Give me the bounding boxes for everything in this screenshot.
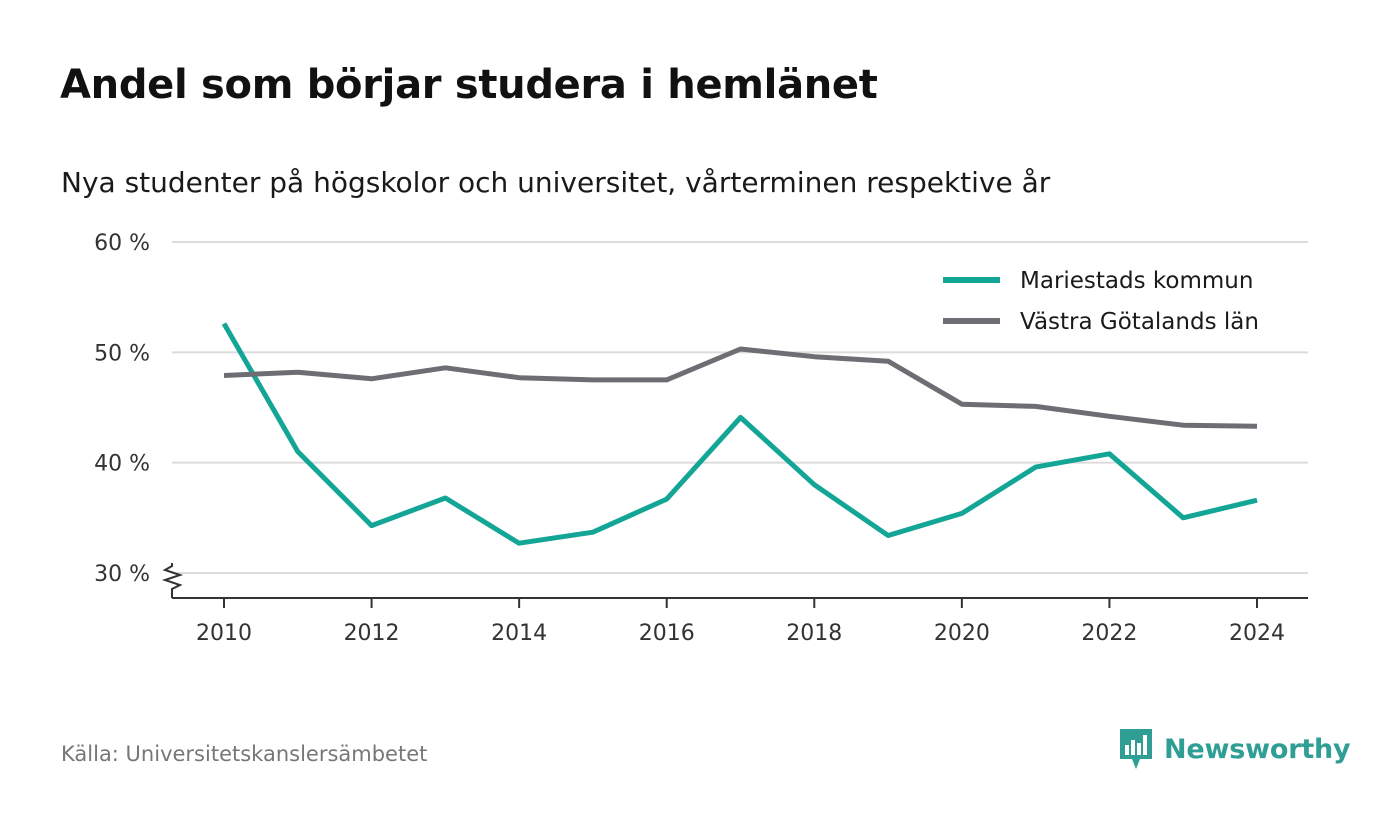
y-tick-label: 30 %	[94, 562, 150, 587]
x-tick-label: 2018	[786, 621, 842, 646]
series-line-1	[221, 322, 1258, 546]
series-lines	[221, 322, 1258, 546]
y-tick-label: 60 %	[94, 231, 150, 256]
chart-subtitle: Nya studenter på högskolor och universit…	[61, 166, 1051, 199]
source-note: Källa: Universitetskanslersämbetet	[61, 742, 428, 766]
chart-title: Andel som börjar studera i hemlänet	[60, 62, 878, 108]
y-tick-label: 40 %	[94, 452, 150, 477]
x-tick-label: 2016	[639, 621, 695, 646]
x-tick-label: 2010	[196, 621, 252, 646]
line-chart: 30 % 40 % 50 % 60 % 2010 2012 2014 2016 2018 202…	[94, 231, 1308, 646]
legend: Mariestads kommun Västra Götalands län	[943, 268, 1259, 335]
y-axis-ticks: 30 % 40 % 50 % 60 %	[94, 231, 150, 587]
y-tick-label: 50 %	[94, 341, 150, 366]
x-tick-label: 2012	[344, 621, 400, 646]
series-line-2	[223, 346, 1258, 429]
axis-break-icon	[161, 563, 184, 598]
x-axis: 2010 2012 2014 2016 2018 2020 2022 2024	[161, 563, 1308, 646]
brand-name: Newsworthy	[1164, 733, 1351, 765]
x-tick-label: 2024	[1229, 621, 1285, 646]
newsworthy-logo-icon	[1120, 729, 1152, 769]
x-tick-label: 2020	[934, 621, 990, 646]
x-tick-label: 2022	[1081, 621, 1137, 646]
legend-label: Västra Götalands län	[1020, 309, 1259, 335]
x-tick-label: 2014	[491, 621, 547, 646]
brand-logo: Newsworthy	[1118, 727, 1351, 771]
legend-label: Mariestads kommun	[1020, 268, 1253, 294]
